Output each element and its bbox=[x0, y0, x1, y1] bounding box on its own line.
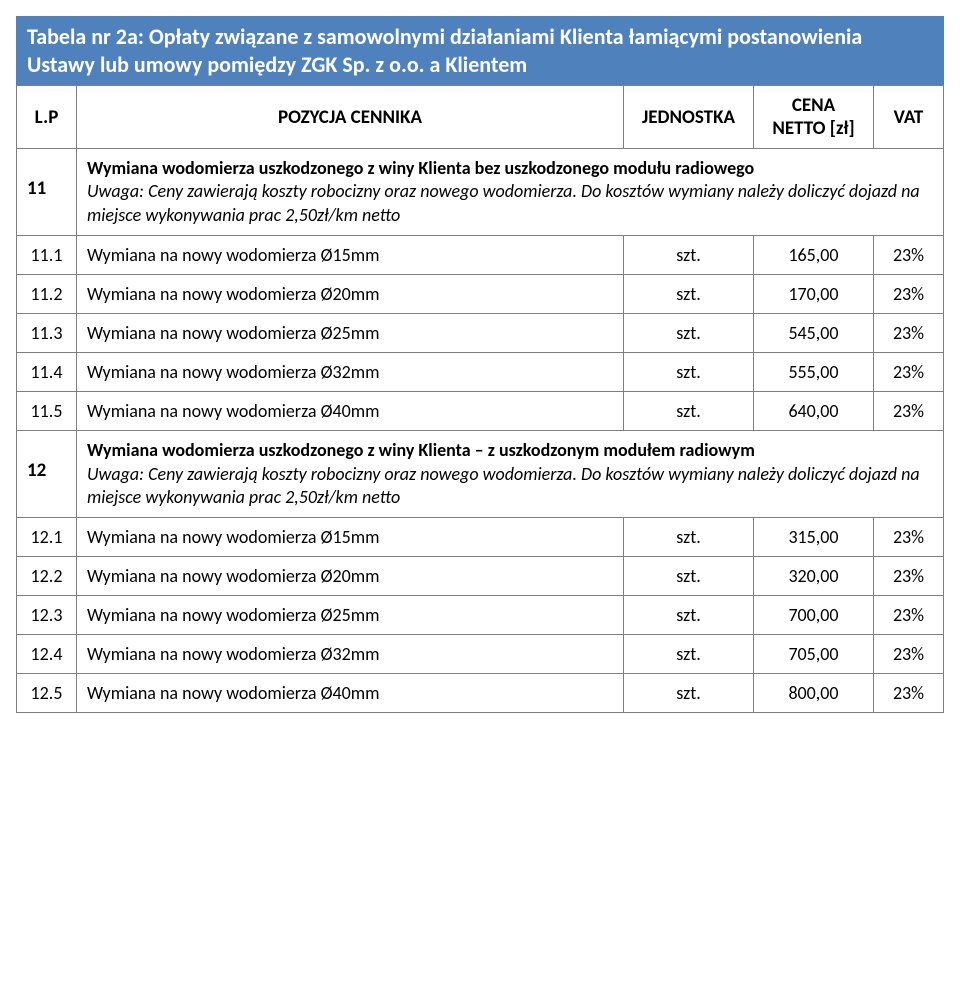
col-header-vat: VAT bbox=[874, 86, 944, 149]
cell-unit: szt. bbox=[624, 236, 754, 275]
group-11-lp: 11 bbox=[17, 149, 77, 236]
cell-price: 165,00 bbox=[754, 236, 874, 275]
col-header-lp: L.P bbox=[17, 86, 77, 149]
cell-lp: 11.3 bbox=[17, 314, 77, 353]
cell-desc: Wymiana na nowy wodomierza Ø40mm bbox=[77, 392, 624, 431]
cell-lp: 12.2 bbox=[17, 557, 77, 596]
cell-vat: 23% bbox=[874, 518, 944, 557]
cell-vat: 23% bbox=[874, 275, 944, 314]
table-row: 12.2 Wymiana na nowy wodomierza Ø20mm sz… bbox=[17, 557, 944, 596]
cell-price: 705,00 bbox=[754, 635, 874, 674]
cell-unit: szt. bbox=[624, 518, 754, 557]
table-row: 12.5 Wymiana na nowy wodomierza Ø40mm sz… bbox=[17, 674, 944, 713]
table-header-row: L.P POZYCJA CENNIKA JEDNOSTKA CENA NETTO… bbox=[17, 86, 944, 149]
cell-unit: szt. bbox=[624, 314, 754, 353]
table-row: 11.5 Wymiana na nowy wodomierza Ø40mm sz… bbox=[17, 392, 944, 431]
group-11-desc: Wymiana wodomierza uszkodzonego z winy K… bbox=[77, 149, 944, 236]
group-11-desc-bold: Wymiana wodomierza uszkodzonego z winy K… bbox=[87, 157, 754, 179]
cell-lp: 11.1 bbox=[17, 236, 77, 275]
table-row: 12.4 Wymiana na nowy wodomierza Ø32mm sz… bbox=[17, 635, 944, 674]
cell-lp: 11.4 bbox=[17, 353, 77, 392]
cell-vat: 23% bbox=[874, 635, 944, 674]
cell-vat: 23% bbox=[874, 236, 944, 275]
fees-table: L.P POZYCJA CENNIKA JEDNOSTKA CENA NETTO… bbox=[16, 85, 944, 713]
cell-desc: Wymiana na nowy wodomierza Ø25mm bbox=[77, 596, 624, 635]
cell-lp: 12.5 bbox=[17, 674, 77, 713]
cell-desc: Wymiana na nowy wodomierza Ø25mm bbox=[77, 314, 624, 353]
cell-price: 555,00 bbox=[754, 353, 874, 392]
cell-desc: Wymiana na nowy wodomierza Ø15mm bbox=[77, 518, 624, 557]
cell-price: 315,00 bbox=[754, 518, 874, 557]
table-row: 11.3 Wymiana na nowy wodomierza Ø25mm sz… bbox=[17, 314, 944, 353]
cell-lp: 11.2 bbox=[17, 275, 77, 314]
cell-price: 170,00 bbox=[754, 275, 874, 314]
cell-lp: 12.1 bbox=[17, 518, 77, 557]
cell-vat: 23% bbox=[874, 314, 944, 353]
cell-vat: 23% bbox=[874, 557, 944, 596]
cell-vat: 23% bbox=[874, 674, 944, 713]
cell-unit: szt. bbox=[624, 557, 754, 596]
cell-desc: Wymiana na nowy wodomierza Ø20mm bbox=[77, 557, 624, 596]
table-title: Tabela nr 2a: Opłaty związane z samowoln… bbox=[16, 16, 944, 85]
cell-lp: 11.5 bbox=[17, 392, 77, 431]
price-header-line2: NETTO [zł] bbox=[772, 117, 854, 140]
col-header-desc: POZYCJA CENNIKA bbox=[77, 86, 624, 149]
cell-desc: Wymiana na nowy wodomierza Ø32mm bbox=[77, 353, 624, 392]
cell-lp: 12.3 bbox=[17, 596, 77, 635]
table-row: 11.1 Wymiana na nowy wodomierza Ø15mm sz… bbox=[17, 236, 944, 275]
cell-vat: 23% bbox=[874, 596, 944, 635]
cell-price: 640,00 bbox=[754, 392, 874, 431]
col-header-unit: JEDNOSTKA bbox=[624, 86, 754, 149]
cell-vat: 23% bbox=[874, 353, 944, 392]
cell-desc: Wymiana na nowy wodomierza Ø15mm bbox=[77, 236, 624, 275]
cell-price: 800,00 bbox=[754, 674, 874, 713]
group-row-11: 11 Wymiana wodomierza uszkodzonego z win… bbox=[17, 149, 944, 236]
cell-unit: szt. bbox=[624, 353, 754, 392]
cell-unit: szt. bbox=[624, 635, 754, 674]
cell-desc: Wymiana na nowy wodomierza Ø20mm bbox=[77, 275, 624, 314]
table-row: 12.1 Wymiana na nowy wodomierza Ø15mm sz… bbox=[17, 518, 944, 557]
price-header-line1: CENA bbox=[792, 94, 835, 117]
cell-unit: szt. bbox=[624, 674, 754, 713]
group-12-desc-bold: Wymiana wodomierza uszkodzonego z winy K… bbox=[87, 439, 755, 461]
cell-desc: Wymiana na nowy wodomierza Ø32mm bbox=[77, 635, 624, 674]
table-row: 12.3 Wymiana na nowy wodomierza Ø25mm sz… bbox=[17, 596, 944, 635]
cell-vat: 23% bbox=[874, 392, 944, 431]
group-12-lp: 12 bbox=[17, 431, 77, 518]
group-row-12: 12 Wymiana wodomierza uszkodzonego z win… bbox=[17, 431, 944, 518]
group-11-desc-italic: Uwaga: Ceny zawierają koszty robocizny o… bbox=[87, 180, 920, 225]
table-row: 11.2 Wymiana na nowy wodomierza Ø20mm sz… bbox=[17, 275, 944, 314]
cell-unit: szt. bbox=[624, 275, 754, 314]
cell-desc: Wymiana na nowy wodomierza Ø40mm bbox=[77, 674, 624, 713]
cell-unit: szt. bbox=[624, 596, 754, 635]
group-12-desc: Wymiana wodomierza uszkodzonego z winy K… bbox=[77, 431, 944, 518]
cell-price: 545,00 bbox=[754, 314, 874, 353]
group-12-desc-italic: Uwaga: Ceny zawierają koszty robocizny o… bbox=[87, 463, 920, 508]
col-header-price: CENA NETTO [zł] bbox=[754, 86, 874, 149]
table-row: 11.4 Wymiana na nowy wodomierza Ø32mm sz… bbox=[17, 353, 944, 392]
cell-lp: 12.4 bbox=[17, 635, 77, 674]
cell-price: 320,00 bbox=[754, 557, 874, 596]
cell-price: 700,00 bbox=[754, 596, 874, 635]
cell-unit: szt. bbox=[624, 392, 754, 431]
